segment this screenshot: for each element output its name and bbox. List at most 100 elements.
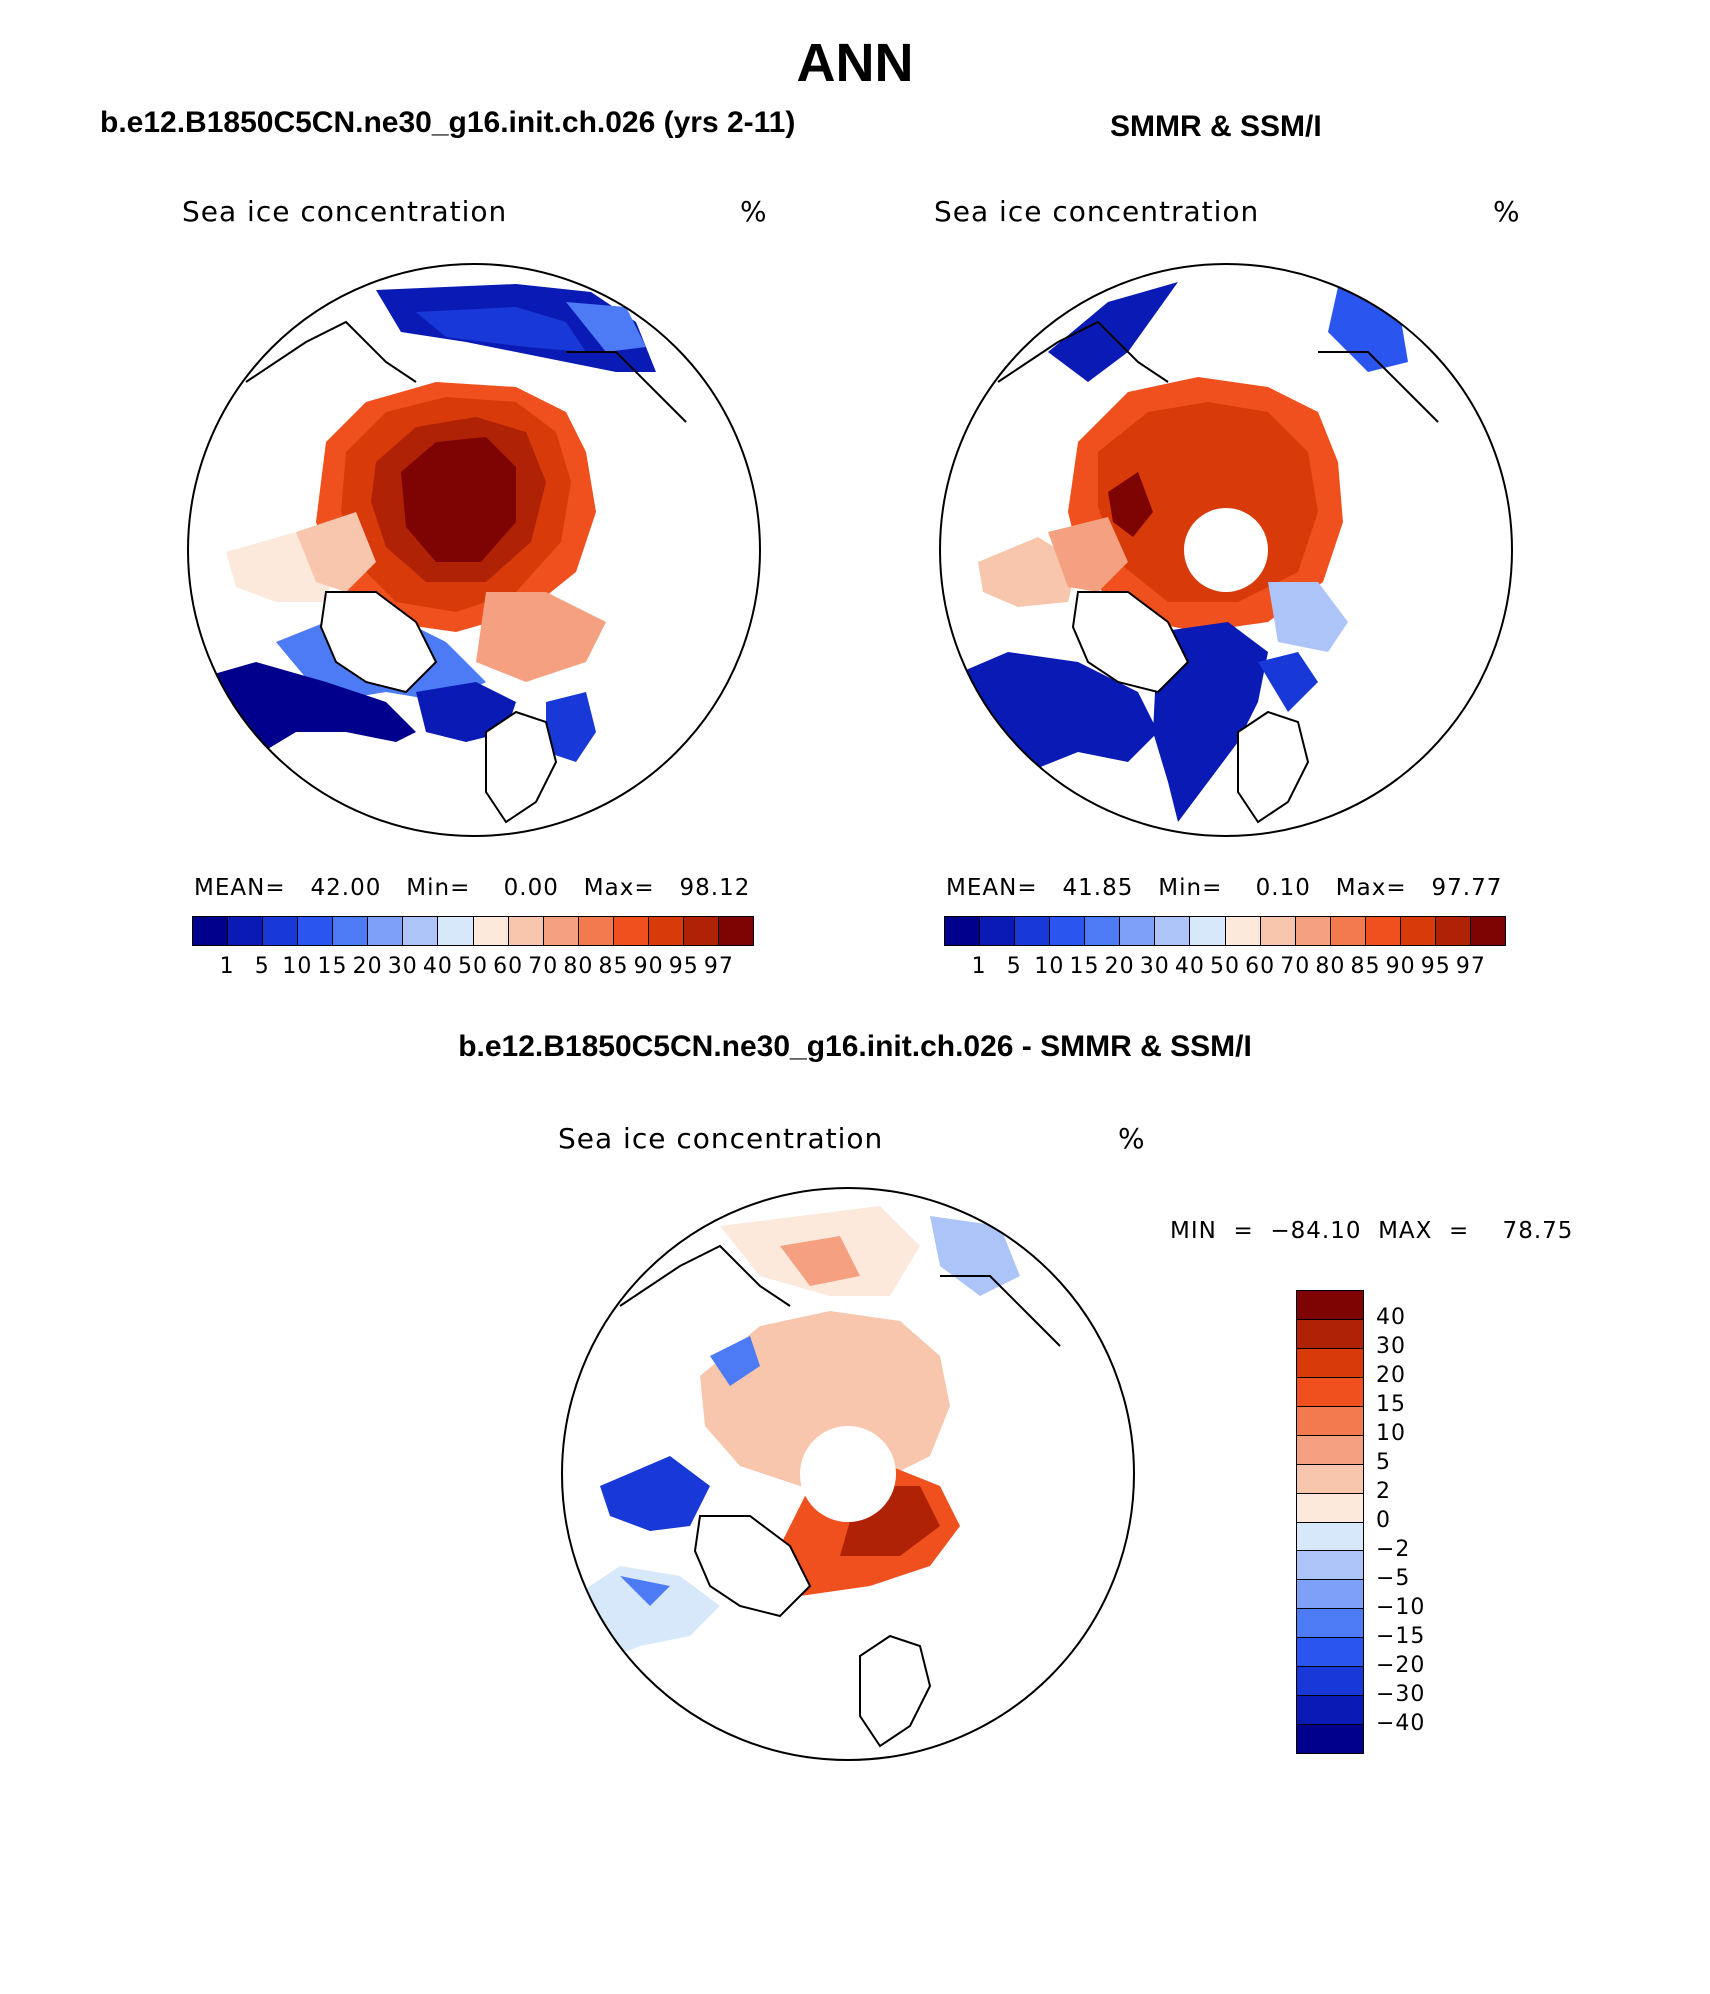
difference-colorbar-tick-label: 10	[1376, 1421, 1406, 1446]
difference-colorbar-swatch	[1297, 1725, 1363, 1753]
obs-colorbar-swatch	[1470, 917, 1505, 945]
obs-colorbar-tick-label: 70	[1280, 954, 1311, 979]
difference-colorbar-tick-label: −20	[1376, 1653, 1426, 1678]
model-colorbar-tick-label: 40	[422, 954, 453, 979]
model-colorbar-tick-label: 80	[563, 954, 594, 979]
difference-colorbar-tick-label: −15	[1376, 1624, 1426, 1649]
obs-colorbar-swatch	[1155, 917, 1191, 945]
model-colorbar-swatch	[368, 917, 404, 945]
model-colorbar-swatch	[263, 917, 299, 945]
model-colorbar-tick-label: 20	[352, 954, 383, 979]
obs-colorbar-tick-label: 80	[1315, 954, 1346, 979]
difference-colorbar-tick-label: −30	[1376, 1682, 1426, 1707]
difference-colorbar	[1296, 1290, 1364, 1754]
obs-colorbar-tick-label: 90	[1385, 954, 1416, 979]
model-colorbar-tick-label: 10	[282, 954, 313, 979]
obs-colorbar-tick-label: 20	[1104, 954, 1135, 979]
model-colorbar-swatch	[718, 917, 753, 945]
obs-unit-label: %	[1493, 195, 1521, 228]
difference-colorbar-swatch	[1297, 1580, 1363, 1610]
model-colorbar-tick-label: 15	[317, 954, 348, 979]
obs-colorbar-swatch	[1260, 917, 1296, 945]
model-colorbar-tick-label: 85	[598, 954, 629, 979]
difference-colorbar-swatch	[1297, 1638, 1363, 1668]
difference-colorbar-tick-label: 5	[1376, 1450, 1391, 1475]
obs-colorbar-swatch	[1050, 917, 1086, 945]
obs-colorbar-tick-label: 50	[1210, 954, 1240, 979]
model-colorbar-tick-label: 1	[219, 954, 235, 979]
difference-colorbar-tick-label: 15	[1376, 1392, 1406, 1417]
obs-colorbar-swatch	[945, 917, 981, 945]
model-colorbar-swatch	[578, 917, 614, 945]
difference-colorbar-tick-label: −40	[1376, 1711, 1426, 1736]
obs-colorbar-ticks: 1 5 10 15 20 30 40 50 60 70 80 85 90 95 97	[944, 954, 1506, 982]
obs-colorbar-swatch	[1120, 917, 1156, 945]
obs-colorbar-tick-label: 1	[971, 954, 987, 979]
model-colorbar-tick-label: 30	[387, 954, 418, 979]
model-colorbar-swatch	[683, 917, 719, 945]
difference-colorbar-swatch	[1297, 1551, 1363, 1581]
model-colorbar-tick-label: 95	[668, 954, 699, 979]
model-colorbar-swatch	[508, 917, 544, 945]
model-colorbar-swatch	[298, 917, 334, 945]
model-colorbar-swatch	[228, 917, 264, 945]
model-variable-label: Sea ice concentration	[182, 195, 508, 228]
obs-colorbar-swatch	[1190, 917, 1226, 945]
difference-colorbar-swatch	[1297, 1348, 1363, 1378]
obs-stats: MEAN= 41.85 Min= 0.10 Max= 97.77	[946, 875, 1503, 901]
figure-title: ANN	[796, 33, 914, 93]
model-colorbar-swatch	[648, 917, 684, 945]
model-colorbar-tick-label: 60	[493, 954, 524, 979]
model-colorbar-swatch	[543, 917, 579, 945]
difference-colorbar-swatch	[1297, 1464, 1363, 1494]
obs-colorbar-swatch	[1225, 917, 1261, 945]
model-colorbar-tick-label: 50	[458, 954, 488, 979]
obs-colorbar-swatch	[1435, 917, 1471, 945]
model-colorbar	[192, 916, 754, 946]
obs-colorbar-swatch	[1015, 917, 1051, 945]
difference-colorbar-tick-label: −2	[1376, 1537, 1411, 1562]
model-colorbar-swatch	[438, 917, 474, 945]
obs-colorbar-tick-label: 60	[1245, 954, 1276, 979]
difference-colorbar-swatch	[1297, 1522, 1363, 1552]
difference-colorbar-swatch	[1297, 1406, 1363, 1436]
difference-colorbar-tick-label: −5	[1376, 1566, 1411, 1591]
obs-colorbar-tick-label: 10	[1034, 954, 1065, 979]
difference-colorbar-tick-label: 2	[1376, 1479, 1391, 1504]
model-panel-header: b.e12.B1850C5CN.ne30_g16.init.ch.026 (yr…	[100, 106, 796, 139]
difference-polar-map	[561, 1187, 1135, 1761]
obs-colorbar-swatch	[1330, 917, 1366, 945]
difference-colorbar-swatch	[1297, 1319, 1363, 1349]
model-colorbar-swatch	[333, 917, 369, 945]
model-colorbar-swatch	[613, 917, 649, 945]
difference-colorbar-ticks: 40 30 20 15 10 5 2 0 −2 −5 −10 −15 −20 −30 −40	[1376, 1290, 1476, 1754]
difference-colorbar-swatch	[1297, 1377, 1363, 1407]
model-colorbar-tick-label: 97	[703, 954, 734, 979]
obs-colorbar	[944, 916, 1506, 946]
obs-panel-header: SMMR & SSM/I	[1110, 110, 1322, 143]
difference-colorbar-tick-label: −10	[1376, 1595, 1426, 1620]
obs-colorbar-swatch	[980, 917, 1016, 945]
difference-colorbar-tick-label: 20	[1376, 1363, 1406, 1388]
model-stats: MEAN= 42.00 Min= 0.00 Max= 98.12	[194, 875, 751, 901]
model-colorbar-swatch	[403, 917, 439, 945]
difference-colorbar-tick-label: 0	[1376, 1508, 1391, 1533]
model-colorbar-swatch	[193, 917, 229, 945]
obs-colorbar-tick-label: 95	[1420, 954, 1451, 979]
model-colorbar-tick-label: 70	[528, 954, 559, 979]
diff-unit-label: %	[1118, 1122, 1146, 1155]
obs-colorbar-tick-label: 15	[1069, 954, 1100, 979]
difference-colorbar-swatch	[1297, 1493, 1363, 1523]
obs-colorbar-swatch	[1295, 917, 1331, 945]
model-colorbar-tick-label: 5	[254, 954, 270, 979]
difference-colorbar-swatch	[1297, 1291, 1363, 1320]
obs-colorbar-tick-label: 97	[1455, 954, 1486, 979]
model-colorbar-tick-label: 90	[633, 954, 664, 979]
model-unit-label: %	[740, 195, 768, 228]
difference-colorbar-tick-label: 30	[1376, 1334, 1406, 1359]
difference-colorbar-tick-label: 40	[1376, 1305, 1406, 1330]
model-colorbar-swatch	[473, 917, 509, 945]
difference-colorbar-swatch	[1297, 1609, 1363, 1639]
obs-colorbar-tick-label: 85	[1350, 954, 1381, 979]
difference-colorbar-swatch	[1297, 1696, 1363, 1726]
